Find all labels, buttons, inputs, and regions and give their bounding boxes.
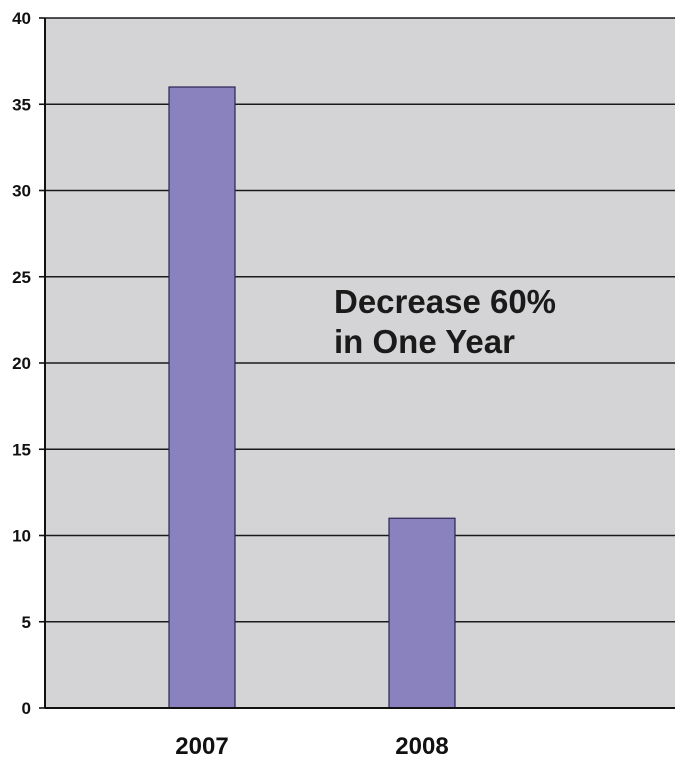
y-tick-label: 35 (12, 95, 31, 114)
y-tick-label: 0 (22, 699, 31, 718)
annotation-line-1: Decrease 60% (334, 283, 556, 320)
gridlines (45, 17, 675, 623)
y-tick-label: 10 (12, 527, 31, 546)
annotation: Decrease 60% in One Year (334, 283, 565, 360)
bar-2007 (168, 86, 236, 709)
bars (168, 86, 456, 709)
y-tick-label: 20 (12, 354, 31, 373)
x-tick-label: 2008 (395, 733, 448, 759)
y-tick-label: 25 (12, 268, 31, 287)
bar-2008 (388, 517, 456, 709)
annotation-line-2: in One Year (334, 323, 515, 360)
x-tick-labels: 2007 2008 (175, 733, 448, 759)
y-tick-labels: 0 5 10 15 20 25 30 35 40 (12, 9, 45, 718)
y-tick-label: 15 (12, 440, 31, 459)
y-tick-label: 40 (12, 9, 31, 28)
y-tick-label: 5 (22, 613, 31, 632)
x-tick-label: 2007 (175, 733, 228, 759)
y-tick-label: 30 (12, 182, 31, 201)
